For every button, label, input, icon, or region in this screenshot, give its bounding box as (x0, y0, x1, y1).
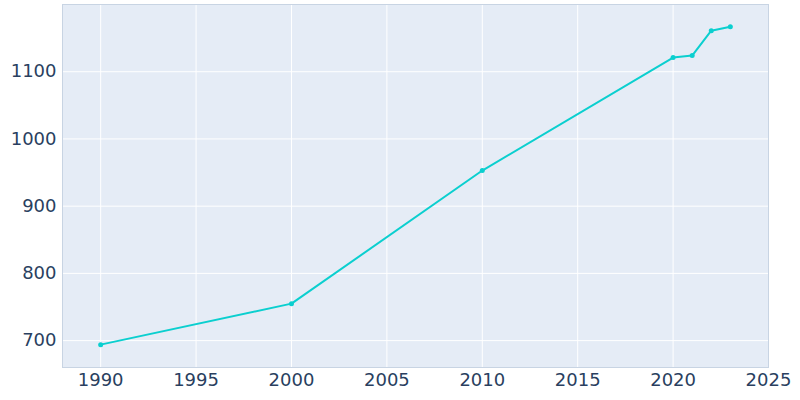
svg-text:1100: 1100 (11, 60, 57, 81)
svg-text:900: 900 (22, 195, 56, 216)
svg-text:800: 800 (22, 262, 56, 283)
svg-text:1000: 1000 (11, 128, 57, 149)
svg-text:1995: 1995 (173, 369, 219, 390)
svg-text:700: 700 (22, 329, 56, 350)
svg-text:2000: 2000 (269, 369, 315, 390)
svg-text:2005: 2005 (364, 369, 410, 390)
svg-text:2020: 2020 (650, 369, 696, 390)
svg-text:2025: 2025 (746, 369, 792, 390)
svg-text:2010: 2010 (459, 369, 505, 390)
svg-text:1990: 1990 (78, 369, 124, 390)
svg-text:2015: 2015 (555, 369, 601, 390)
